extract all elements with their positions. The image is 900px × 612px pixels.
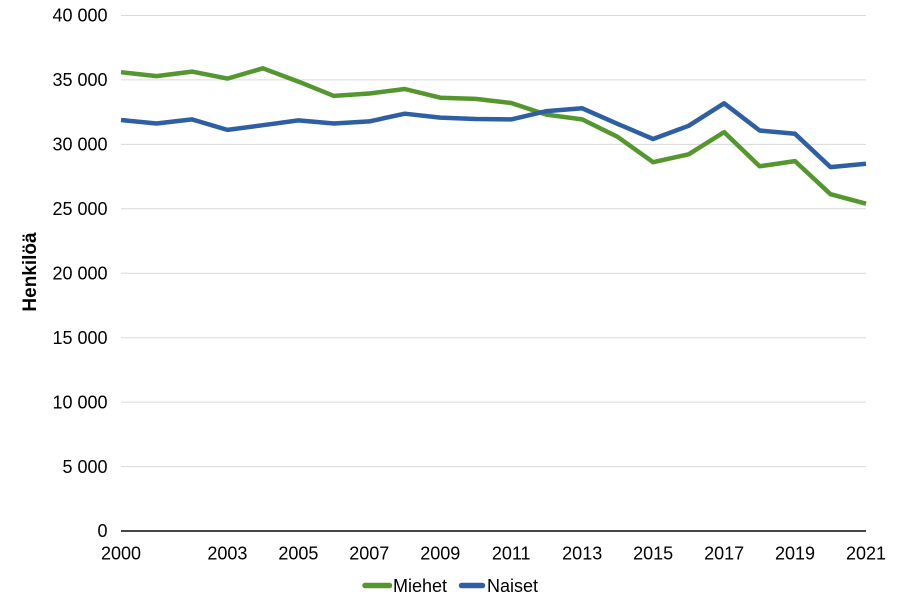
svg-text:25 000: 25 000 [52,199,107,219]
svg-text:2007: 2007 [349,544,389,564]
svg-text:35 000: 35 000 [52,70,107,90]
svg-text:Henkilöä: Henkilöä [20,232,41,312]
svg-text:5 000: 5 000 [62,457,107,477]
svg-text:40 000: 40 000 [52,6,107,26]
svg-text:2019: 2019 [775,544,815,564]
svg-text:2021: 2021 [846,544,886,564]
svg-text:15 000: 15 000 [52,328,107,348]
svg-text:2005: 2005 [278,544,318,564]
svg-text:0: 0 [97,521,107,541]
svg-text:2017: 2017 [704,544,744,564]
svg-text:2003: 2003 [207,544,247,564]
svg-text:30 000: 30 000 [52,135,107,155]
svg-text:2015: 2015 [633,544,673,564]
svg-text:10 000: 10 000 [52,392,107,412]
svg-text:Naiset: Naiset [487,576,538,596]
svg-text:2011: 2011 [492,544,531,564]
svg-text:20 000: 20 000 [52,263,107,283]
svg-text:2000: 2000 [101,544,141,564]
svg-text:Miehet: Miehet [393,576,447,596]
svg-text:2009: 2009 [420,544,460,564]
svg-text:2013: 2013 [562,544,602,564]
